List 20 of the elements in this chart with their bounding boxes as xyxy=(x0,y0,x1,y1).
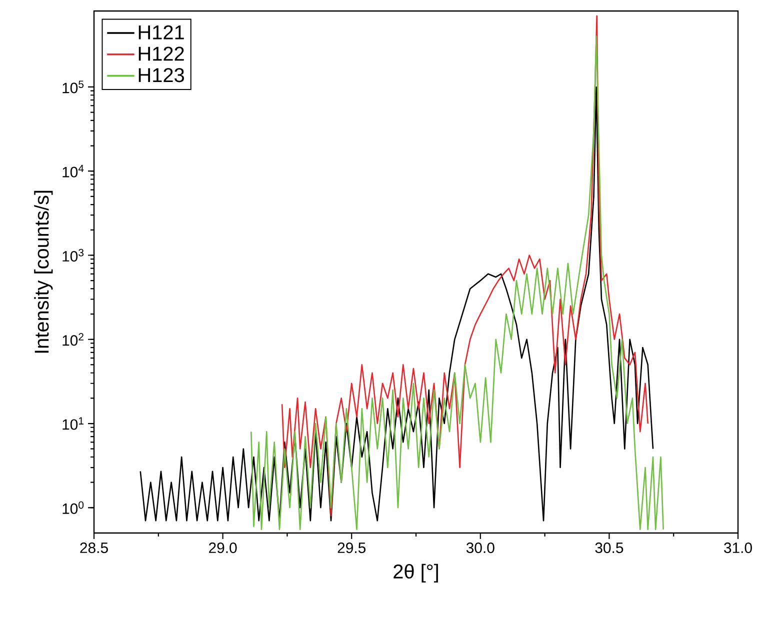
x-tick-label: 28.5 xyxy=(80,542,108,554)
x-tick-label: 29.5 xyxy=(338,542,366,554)
x-tick-label: 30.0 xyxy=(466,542,494,554)
line-series xyxy=(250,36,664,530)
y-tick-label: 10$^{1}$ xyxy=(62,417,84,430)
legend-label: H123 xyxy=(138,68,184,82)
x-tick-label: 30.5 xyxy=(595,542,624,554)
y-tick-label: 10$^{4}$ xyxy=(62,164,84,178)
y-tick-label: 10$^{0}$ xyxy=(62,501,84,514)
x-tick-label: 29.0 xyxy=(209,542,237,554)
x-tick-label: 31.0 xyxy=(724,542,752,554)
x-axis-title: 2θ [°] xyxy=(394,564,438,583)
y-tick-label: 10$^{3}$ xyxy=(62,248,84,262)
legend-label: H122 xyxy=(138,46,184,61)
line-series xyxy=(281,15,648,516)
y-tick-label: 10$^{5}$ xyxy=(62,80,84,94)
legend-label: H121 xyxy=(138,25,184,40)
line-series xyxy=(140,86,654,522)
y-axis-title: Intensity [counts/s] xyxy=(34,190,53,353)
y-tick-label: 10$^{2}$ xyxy=(62,333,84,346)
